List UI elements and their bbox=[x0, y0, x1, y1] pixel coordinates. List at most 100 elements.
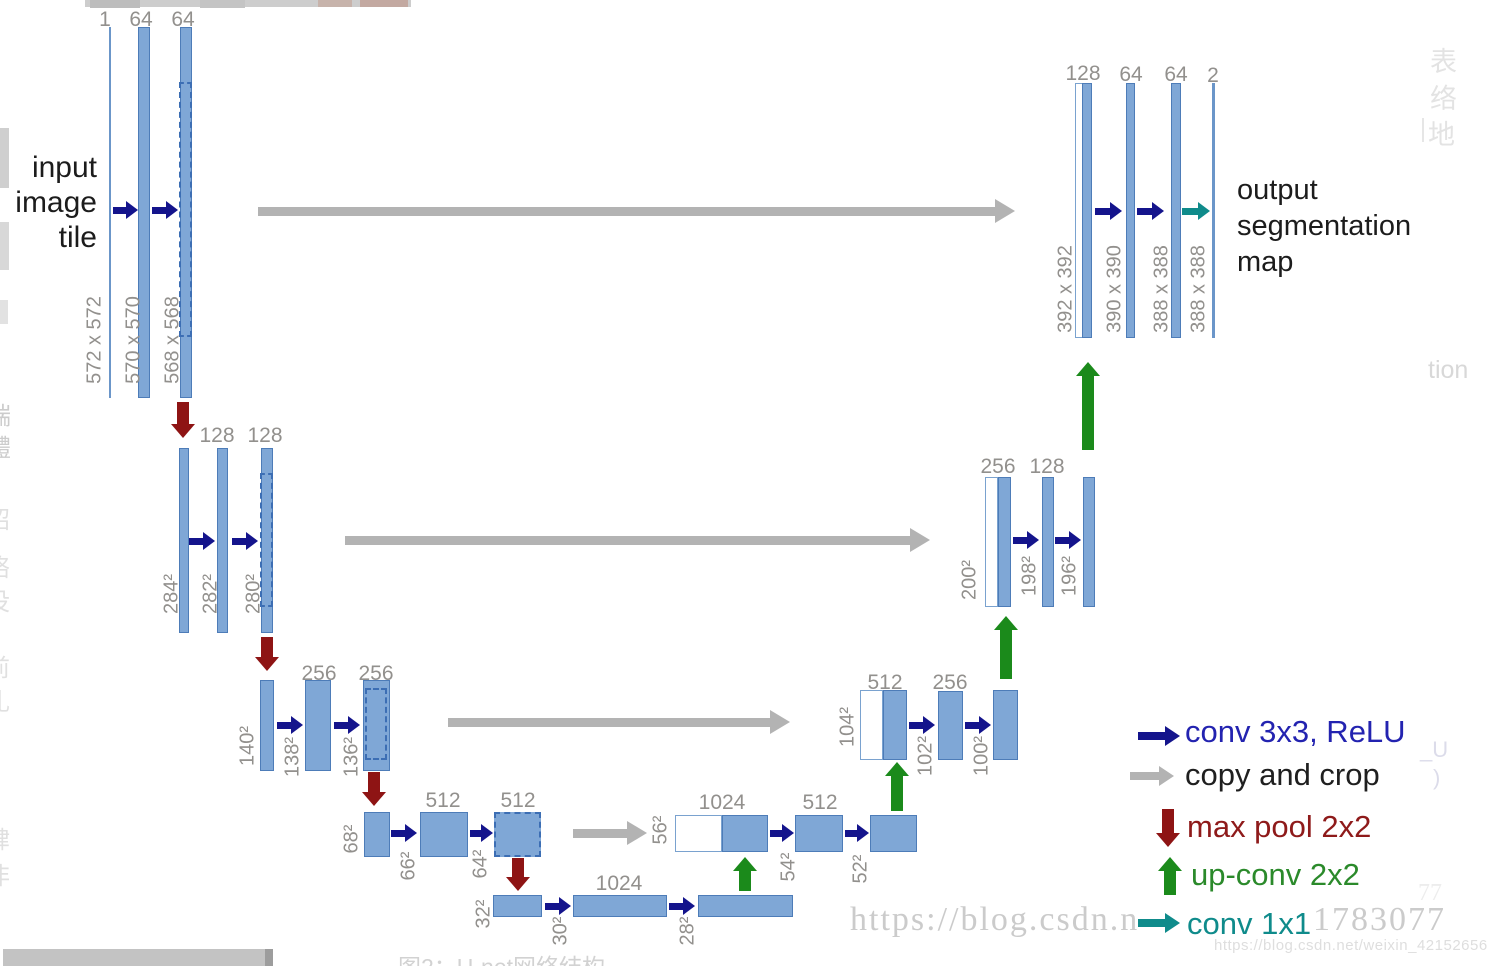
dec4-featuremap-box bbox=[722, 815, 768, 852]
copy-crop-arrow-3 bbox=[448, 710, 790, 734]
output-caption-line: segmentation bbox=[1237, 210, 1412, 242]
channels-label: 1024 bbox=[595, 872, 643, 895]
channels-label: 1 bbox=[99, 8, 111, 31]
top-edge-artifact bbox=[360, 0, 408, 7]
size-label: 54² bbox=[777, 852, 800, 882]
channels-label: 1024 bbox=[698, 791, 746, 814]
size-label: 104² bbox=[836, 706, 859, 748]
left-edge-fragment: 體 bbox=[0, 428, 11, 463]
dec3-featuremap-bar bbox=[938, 691, 963, 760]
legend-conv-arrow-icon bbox=[1138, 726, 1180, 746]
dec2-featuremap-bar bbox=[1083, 477, 1095, 607]
enc4-featuremap-bar-cropped bbox=[494, 812, 541, 857]
channels-label: 512 bbox=[867, 671, 903, 694]
out-featuremap-bar bbox=[1171, 83, 1181, 338]
size-label: 32² bbox=[472, 899, 495, 929]
input-caption-line: tile bbox=[58, 221, 97, 254]
size-label: 102² bbox=[914, 735, 937, 777]
size-label: 568 x 568 bbox=[161, 296, 184, 384]
dec3-featuremap-bar bbox=[883, 690, 907, 760]
size-label: 198² bbox=[1018, 555, 1041, 597]
channels-label: 64 bbox=[1164, 63, 1188, 86]
legend-conv1x1-label: conv 1x1 bbox=[1187, 906, 1312, 941]
left-edge-fragment: 前 bbox=[0, 648, 10, 683]
legend-maxpool-arrow-icon bbox=[1156, 809, 1180, 847]
size-label: 68² bbox=[340, 824, 363, 854]
right-edge-fragment: 77 bbox=[1418, 880, 1442, 906]
size-label: 56² bbox=[649, 815, 672, 845]
conv-arrow bbox=[277, 716, 303, 734]
crop-region-outline bbox=[365, 688, 387, 760]
left-edge-fragment: 肆 bbox=[0, 820, 10, 855]
size-label: 284² bbox=[160, 573, 183, 615]
watermark-url-small: https://blog.csdn.net/weixin_42152656 bbox=[1214, 937, 1488, 954]
size-label: 138² bbox=[281, 736, 304, 778]
conv-arrow bbox=[965, 716, 991, 734]
left-edge-fragment: 络 bbox=[0, 548, 10, 583]
dec4-featuremap-box bbox=[870, 815, 917, 852]
legend-maxpool-label: max pool 2x2 bbox=[1187, 809, 1372, 844]
dec3-copied-featuremap-bar bbox=[860, 690, 883, 760]
conv-arrow bbox=[152, 201, 178, 219]
channels-label: 256 bbox=[980, 455, 1016, 478]
size-label: 570 x 570 bbox=[122, 296, 145, 384]
size-label: 390 x 390 bbox=[1103, 245, 1126, 333]
conv-arrow bbox=[1095, 202, 1122, 220]
dec4-copied-featuremap-box bbox=[675, 815, 722, 852]
copy-crop-arrow-1 bbox=[258, 199, 1015, 223]
conv-arrow bbox=[1055, 531, 1081, 549]
dec2-featuremap-bar bbox=[1042, 477, 1054, 607]
size-label: 100² bbox=[970, 735, 993, 777]
conv-arrow bbox=[113, 201, 138, 219]
right-edge-fragment: _U bbox=[1420, 737, 1449, 762]
size-label: 30² bbox=[549, 916, 572, 946]
right-edge-fragment: 络 bbox=[1430, 84, 1457, 114]
crop-region-outline bbox=[179, 82, 192, 337]
conv-arrow bbox=[909, 716, 935, 734]
dec2-featuremap-bar bbox=[998, 477, 1011, 607]
maxpool-arrow bbox=[506, 858, 530, 891]
bottleneck-featuremap-box bbox=[573, 895, 667, 917]
legend-conv1x1-arrow-icon bbox=[1138, 913, 1180, 933]
watermark-url-large: 1783077 bbox=[1313, 901, 1446, 938]
channels-label: 256 bbox=[932, 671, 968, 694]
copy-crop-arrow-2 bbox=[345, 528, 930, 552]
conv-arrow bbox=[1013, 531, 1039, 549]
left-edge-artifact bbox=[0, 222, 9, 270]
conv-arrow bbox=[391, 824, 417, 842]
right-edge-fragment: tion bbox=[1428, 356, 1469, 384]
figure-caption: 图2：U-net网络结构 bbox=[398, 948, 605, 966]
bottleneck-featuremap-box bbox=[698, 895, 793, 917]
input-caption-line: input bbox=[31, 151, 97, 184]
enc1-input-bar bbox=[109, 27, 111, 398]
size-label: 282² bbox=[199, 573, 222, 615]
size-label: 392 x 392 bbox=[1054, 245, 1077, 333]
output-caption-line: map bbox=[1237, 246, 1294, 278]
crop-region-outline bbox=[260, 473, 273, 607]
enc1-featuremap-bar bbox=[138, 27, 150, 398]
input-caption-line: image bbox=[15, 186, 97, 219]
channels-label: 512 bbox=[802, 791, 838, 814]
size-label: 196² bbox=[1058, 555, 1081, 597]
copy-crop-arrow-4 bbox=[573, 821, 647, 845]
size-label: 66² bbox=[397, 851, 420, 881]
enc2-featuremap-bar bbox=[179, 448, 189, 633]
left-edge-fragment: 扎 bbox=[0, 682, 10, 717]
enc2-featuremap-bar bbox=[217, 448, 228, 633]
conv-arrow bbox=[470, 824, 493, 842]
size-label: 136² bbox=[340, 736, 363, 778]
conv-arrow bbox=[669, 897, 695, 915]
legend-conv-label: conv 3x3, ReLU bbox=[1185, 714, 1406, 749]
channels-label: 256 bbox=[301, 662, 337, 685]
upconv-arrow bbox=[994, 616, 1018, 679]
channels-label: 128 bbox=[1029, 455, 1065, 478]
channels-label: 64 bbox=[1119, 63, 1143, 86]
size-label: 200² bbox=[958, 559, 981, 601]
dec2-copied-featuremap-bar bbox=[985, 477, 998, 607]
bottleneck-featuremap-box bbox=[493, 895, 542, 917]
size-label: 280² bbox=[242, 573, 265, 615]
left-edge-artifact bbox=[0, 128, 9, 188]
watermark-url-large: https://blog.csdn.n bbox=[850, 901, 1140, 938]
bottom-bar-artifact bbox=[3, 949, 273, 966]
channels-label: 128 bbox=[247, 424, 283, 447]
